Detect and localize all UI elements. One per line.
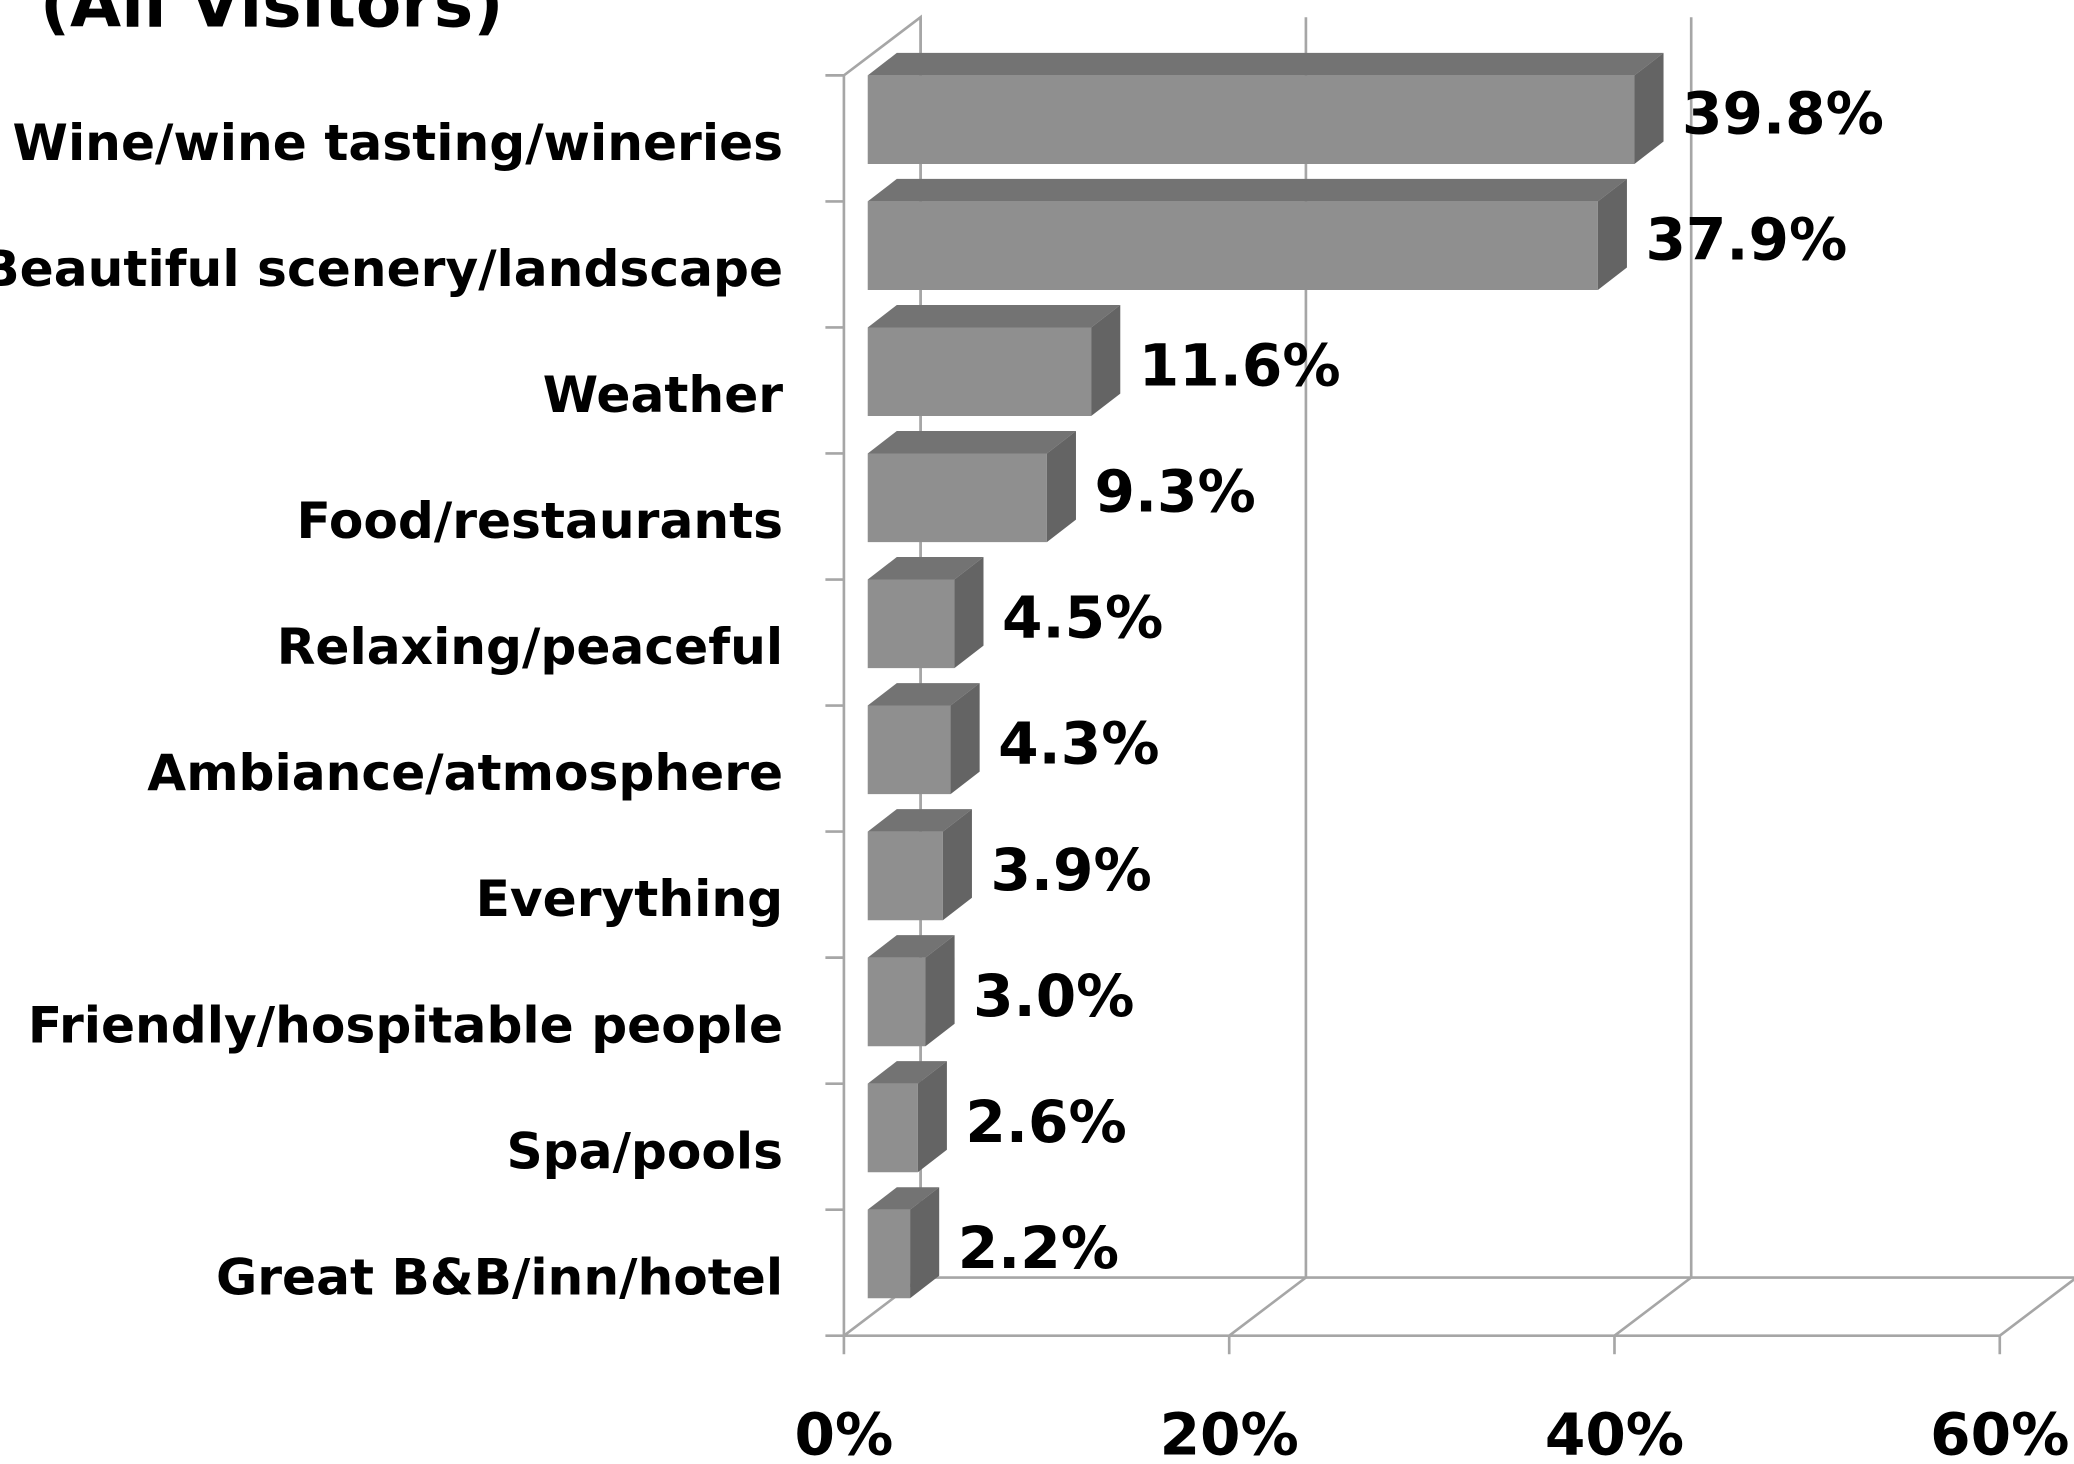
value-label: 3.9% [990, 836, 1151, 904]
y-tick-label: Food/restaurants [297, 491, 784, 550]
bar [867, 431, 1076, 543]
y-tick-label: Everything [476, 869, 783, 928]
bar [867, 683, 980, 795]
bar [867, 178, 1627, 291]
value-label: 4.3% [998, 710, 1159, 778]
grid-line [1613, 17, 1693, 1337]
bar-top [867, 52, 1664, 76]
bar-front [867, 327, 1092, 417]
chart-title: (All Visitors) [40, 0, 504, 42]
value-label: 37.9% [1645, 206, 1847, 274]
bar [867, 935, 955, 1047]
bar-top [867, 935, 955, 958]
bar-side [917, 1061, 947, 1173]
bar [867, 1061, 947, 1173]
bar-side [1634, 52, 1664, 164]
bar-front [867, 957, 926, 1047]
y-tick-label: Ambiance/atmosphere [147, 743, 783, 802]
bar-top [867, 809, 972, 832]
value-label: 39.8% [1682, 80, 1884, 148]
bar-front [867, 201, 1598, 291]
grid-line [1998, 1277, 2074, 1337]
bar-side [910, 1187, 940, 1299]
bar [867, 557, 984, 669]
bar-side [954, 557, 984, 669]
bar [867, 809, 972, 921]
bar-top [867, 557, 984, 580]
y-tick-label: Wine/wine tasting/wineries [13, 113, 784, 172]
bar-front [867, 75, 1635, 164]
y-tick-label: Weather [543, 365, 784, 424]
bar-front [867, 579, 955, 669]
y-tick-label: Great B&B/inn/hotel [216, 1247, 783, 1306]
bar-side [1091, 304, 1121, 417]
bar [867, 304, 1121, 417]
x-tick-label: 0% [795, 1401, 894, 1464]
y-tick-label: Relaxing/peaceful [277, 617, 783, 676]
floor [843, 1276, 2074, 1338]
x-tick-label: 20% [1160, 1401, 1299, 1464]
x-tick-label: 40% [1545, 1401, 1684, 1464]
x-tick-label: 60% [1930, 1401, 2069, 1464]
bar-side [942, 809, 972, 921]
bar-top [867, 431, 1076, 454]
bar-top [867, 1187, 940, 1210]
bar-side [1046, 431, 1076, 543]
value-label: 11.6% [1139, 332, 1341, 400]
value-label: 2.6% [965, 1088, 1126, 1156]
bar-top [867, 178, 1627, 202]
bar-top [867, 683, 980, 706]
y-tick-label: Friendly/hospitable people [28, 995, 783, 1054]
value-label: 2.2% [958, 1214, 1119, 1282]
y-tick-label: Beautiful scenery/landscape [0, 239, 783, 298]
value-label: 9.3% [1094, 458, 1255, 526]
bar-top [867, 304, 1121, 328]
bar-front [867, 705, 951, 795]
bar-side [925, 935, 955, 1047]
y-tick-label: Spa/pools [507, 1121, 784, 1180]
value-label: 4.5% [1002, 584, 1163, 652]
bar-top [867, 1061, 947, 1084]
value-label: 3.0% [973, 962, 1134, 1030]
bar-front [867, 831, 943, 921]
grid-line [1228, 17, 1308, 1337]
bar-front [867, 1209, 911, 1299]
bar [867, 52, 1664, 164]
bar [867, 1187, 940, 1299]
bar-front [867, 453, 1047, 543]
bar-side [1597, 178, 1627, 291]
bar-front [867, 1083, 918, 1173]
bar-side [950, 683, 980, 795]
